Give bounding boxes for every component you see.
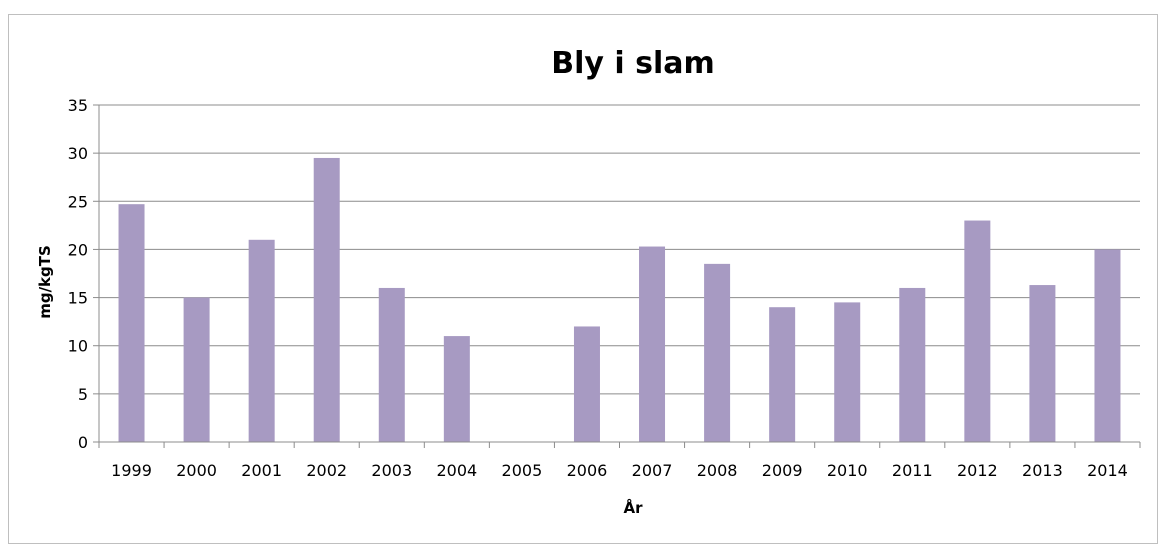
bar xyxy=(639,246,666,442)
bar xyxy=(964,220,991,442)
y-tick-label: 15 xyxy=(68,289,88,308)
x-tick-label: 2011 xyxy=(892,461,933,480)
x-tick-label: 2007 xyxy=(632,461,673,480)
y-tick-label: 10 xyxy=(68,337,88,356)
bars xyxy=(118,157,1121,442)
x-tick-label: 2002 xyxy=(306,461,347,480)
x-tick-label: 2001 xyxy=(241,461,282,480)
bar xyxy=(899,287,926,442)
bar xyxy=(573,326,600,442)
x-tick-label: 2012 xyxy=(957,461,998,480)
bar xyxy=(704,263,731,442)
bar xyxy=(769,307,796,442)
bar xyxy=(834,302,861,442)
x-tick-label: 2014 xyxy=(1087,461,1128,480)
x-tick-label: 2010 xyxy=(827,461,868,480)
x-tick-label: 2000 xyxy=(176,461,217,480)
y-tick-label: 25 xyxy=(68,192,88,211)
x-tick-label: 2006 xyxy=(567,461,608,480)
x-tick-label: 2009 xyxy=(762,461,803,480)
x-tick-label: 2004 xyxy=(436,461,477,480)
y-tick-label: 5 xyxy=(78,385,88,404)
bar xyxy=(248,239,275,442)
x-tick-labels: 1999 2000 2001 2002 2003 2004 2005 2006 2007 2008… xyxy=(98,442,1141,480)
y-tick-label: 30 xyxy=(68,144,88,163)
y-axis-label: mg/kgTS xyxy=(36,245,54,319)
x-tick-label: 1999 xyxy=(111,461,152,480)
x-tick-label: 2013 xyxy=(1022,461,1063,480)
y-tick-label: 35 xyxy=(68,96,88,115)
bar xyxy=(1094,249,1121,442)
x-tick-label: 2003 xyxy=(371,461,412,480)
bar xyxy=(313,157,340,442)
bar xyxy=(118,204,145,442)
chart-title: Bly i slam xyxy=(551,46,715,81)
bar xyxy=(183,297,210,442)
bar xyxy=(443,336,470,442)
y-tick-label: 0 xyxy=(78,433,88,452)
x-axis-label: År xyxy=(623,498,643,517)
y-tick-labels: 0 5 10 15 20 25 30 35 xyxy=(68,96,88,452)
bar xyxy=(1029,285,1056,442)
x-tick-label: 2005 xyxy=(502,461,543,480)
bar xyxy=(378,287,405,442)
x-tick-label: 2008 xyxy=(697,461,738,480)
y-tick-label: 20 xyxy=(68,240,88,259)
